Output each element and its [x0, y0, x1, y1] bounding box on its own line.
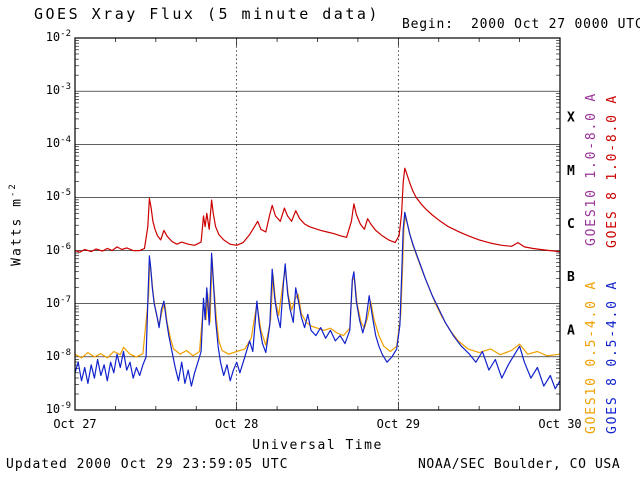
begin-timestamp: Begin: 2000 Oct 27 0000 UTC — [402, 17, 640, 32]
axis-ticks — [75, 38, 560, 410]
class-band-label: B — [567, 270, 575, 285]
class-band-label: C — [567, 217, 575, 232]
noaa-credit: NOAA/SEC Boulder, CO USA — [418, 457, 621, 472]
y-tick-label: 10-4 — [45, 135, 71, 151]
legend-label: GOES10 1.0-8.0 A — [584, 91, 599, 247]
chart-title: GOES Xray Flux (5 minute data) — [34, 5, 380, 23]
y-tick-label: 10-8 — [45, 347, 71, 363]
y-tick-label: 10-6 — [45, 241, 71, 257]
y-tick-label: 10-9 — [45, 401, 71, 416]
x-tick-label: Oct 29 — [376, 417, 420, 431]
y-axis-label: Watts m-2 — [8, 182, 25, 266]
class-band-label: A — [567, 323, 575, 338]
x-tick-label: Oct 30 — [538, 417, 582, 431]
y-tick-label: 10-3 — [45, 82, 71, 98]
series-line — [74, 211, 561, 390]
x-tick-label: Oct 28 — [214, 417, 259, 431]
class-band-label: X — [567, 111, 575, 126]
series-line — [74, 167, 561, 253]
plot-frame — [74, 37, 561, 411]
y-tick-label: 10-5 — [45, 188, 71, 204]
legend-label: GOES10 0.5-4.0 A — [584, 279, 599, 435]
legend-label: GOES 8 0.5-4.0 A — [605, 279, 620, 435]
y-tick-label: 10-2 — [45, 29, 71, 44]
class-band-label: M — [567, 164, 575, 179]
x-axis-label: Universal Time — [252, 438, 383, 453]
y-tick-label: 10-7 — [45, 294, 71, 310]
legend-label: GOES 8 1.0-8.0 A — [605, 93, 620, 249]
gridlines — [75, 38, 560, 410]
updated-timestamp: Updated 2000 Oct 29 23:59:05 UTC — [6, 457, 289, 472]
x-tick-label: Oct 27 — [53, 417, 97, 431]
